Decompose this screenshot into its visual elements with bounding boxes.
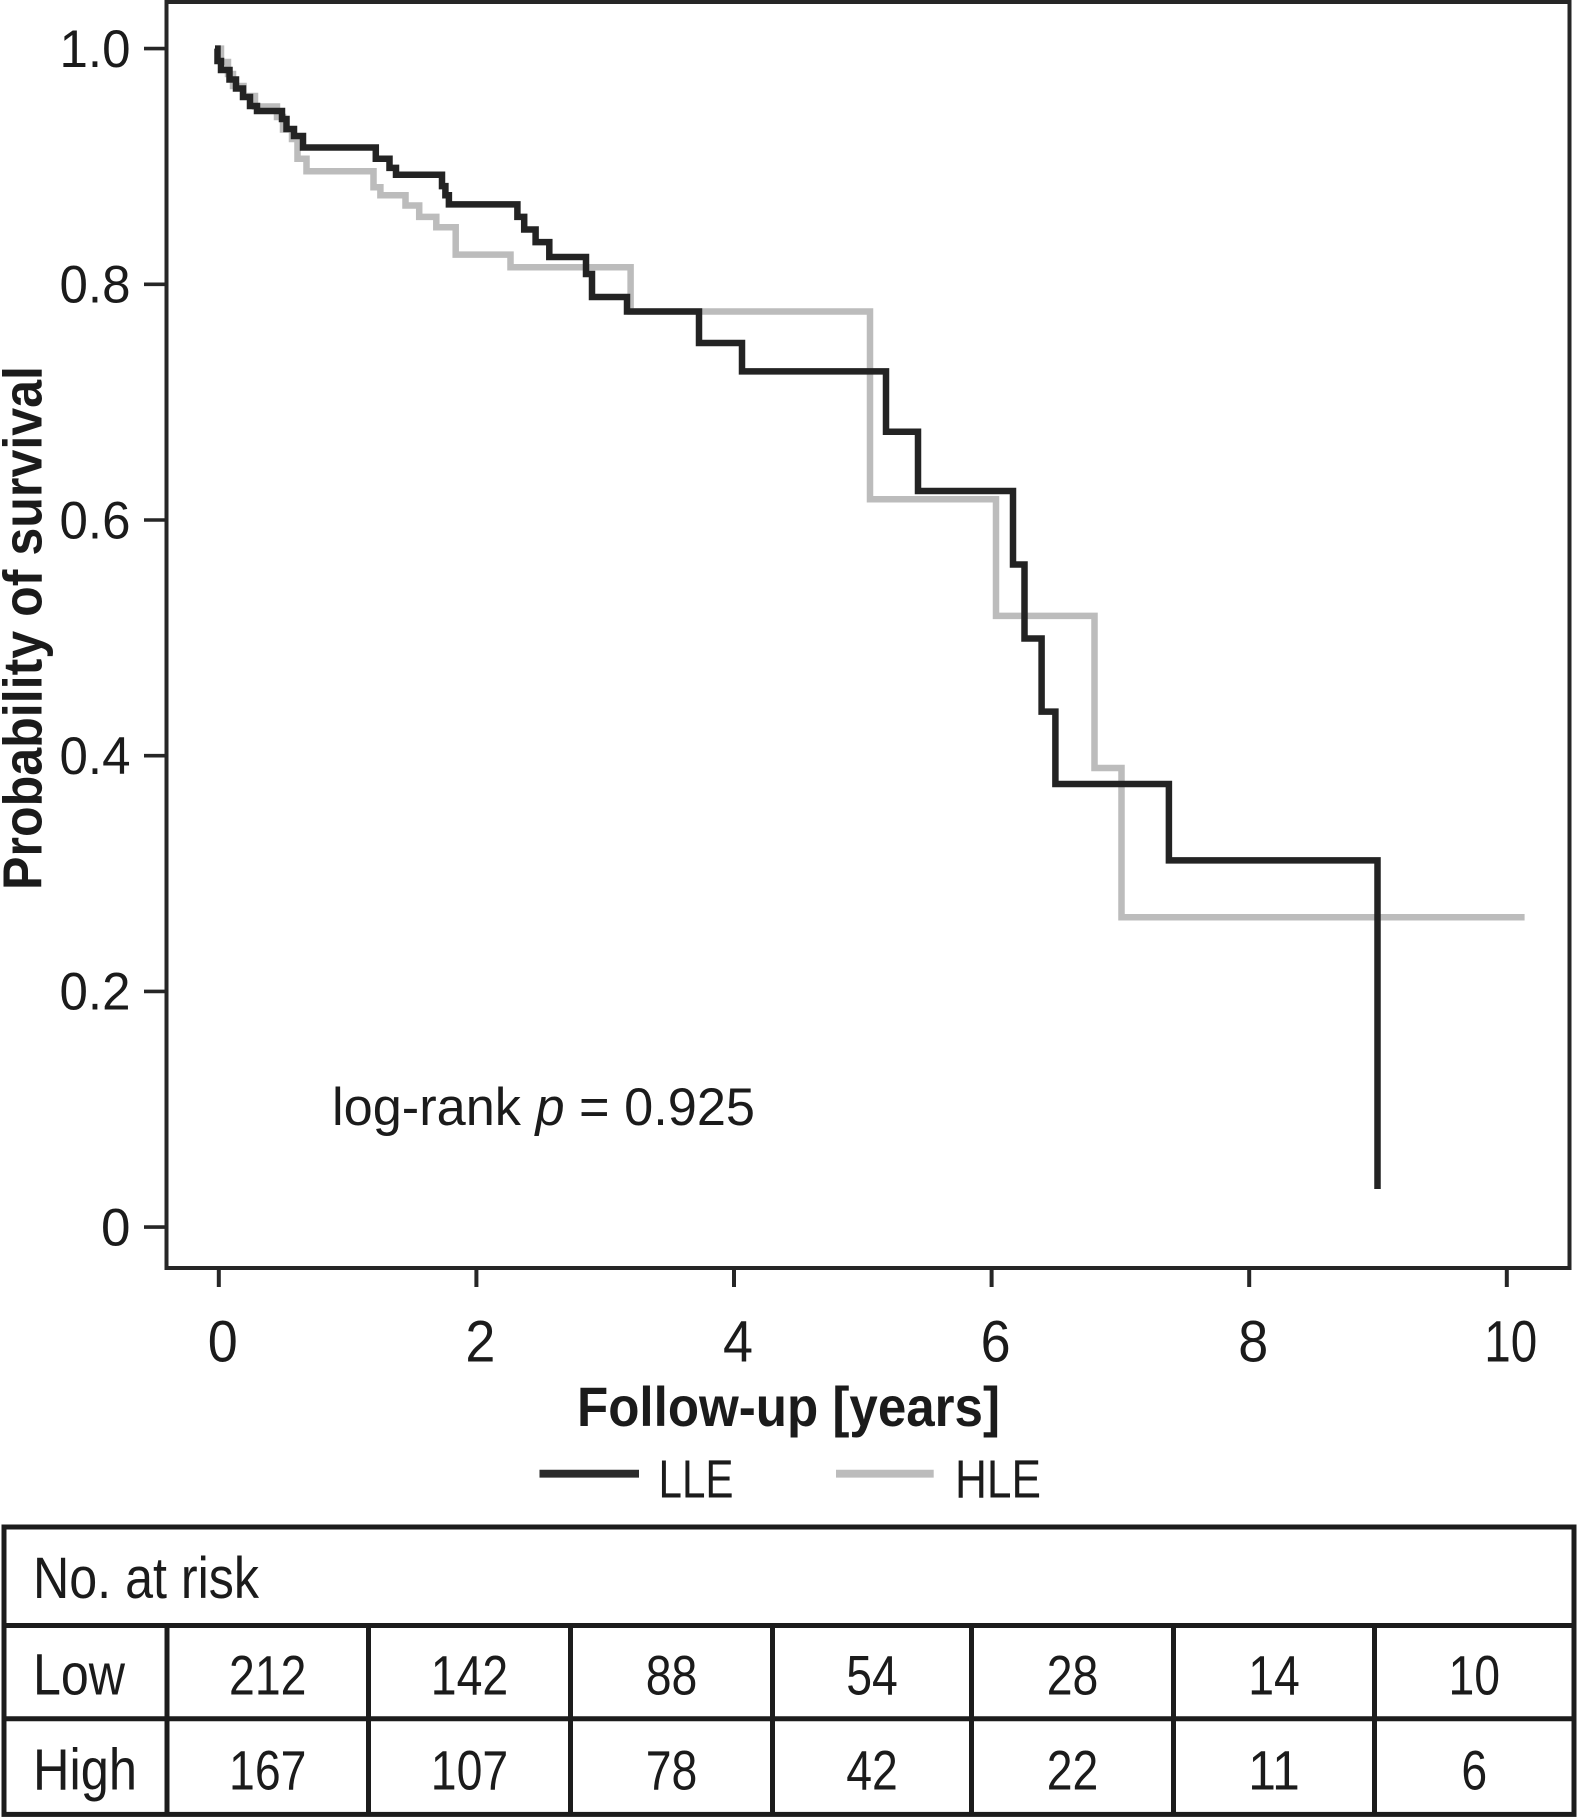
svg-text:78: 78 <box>646 1739 698 1802</box>
svg-text:0.2: 0.2 <box>60 963 131 1022</box>
svg-text:142: 142 <box>431 1644 508 1707</box>
svg-text:167: 167 <box>229 1739 306 1802</box>
svg-text:107: 107 <box>431 1739 508 1802</box>
svg-text:2: 2 <box>465 1310 495 1375</box>
svg-text:88: 88 <box>646 1644 698 1707</box>
svg-text:28: 28 <box>1047 1644 1099 1707</box>
svg-text:0: 0 <box>101 1198 130 1257</box>
svg-text:54: 54 <box>846 1644 898 1707</box>
svg-text:Follow-up [years]: Follow-up [years] <box>577 1375 1000 1438</box>
svg-text:High: High <box>33 1738 137 1803</box>
svg-text:Low: Low <box>33 1643 126 1708</box>
svg-text:212: 212 <box>229 1644 306 1707</box>
svg-text:LLE: LLE <box>659 1450 734 1510</box>
svg-text:4: 4 <box>723 1310 753 1375</box>
svg-text:6: 6 <box>1461 1739 1487 1802</box>
svg-text:log-rank p = 0.925: log-rank p = 0.925 <box>332 1078 755 1137</box>
svg-text:0.4: 0.4 <box>60 727 131 786</box>
svg-text:No. at risk: No. at risk <box>33 1546 260 1611</box>
svg-text:0.6: 0.6 <box>60 491 131 550</box>
svg-text:42: 42 <box>846 1739 898 1802</box>
svg-text:0.8: 0.8 <box>60 256 131 315</box>
svg-text:6: 6 <box>981 1310 1011 1375</box>
svg-text:11: 11 <box>1248 1739 1300 1802</box>
svg-text:0: 0 <box>208 1310 238 1375</box>
svg-text:14: 14 <box>1248 1644 1300 1707</box>
svg-text:10: 10 <box>1448 1644 1500 1707</box>
svg-text:1.0: 1.0 <box>60 20 131 79</box>
svg-text:Probability of survival: Probability of survival <box>0 366 54 890</box>
svg-text:10: 10 <box>1484 1310 1537 1375</box>
svg-text:22: 22 <box>1047 1739 1099 1802</box>
svg-text:HLE: HLE <box>955 1450 1041 1510</box>
svg-text:8: 8 <box>1238 1310 1268 1375</box>
